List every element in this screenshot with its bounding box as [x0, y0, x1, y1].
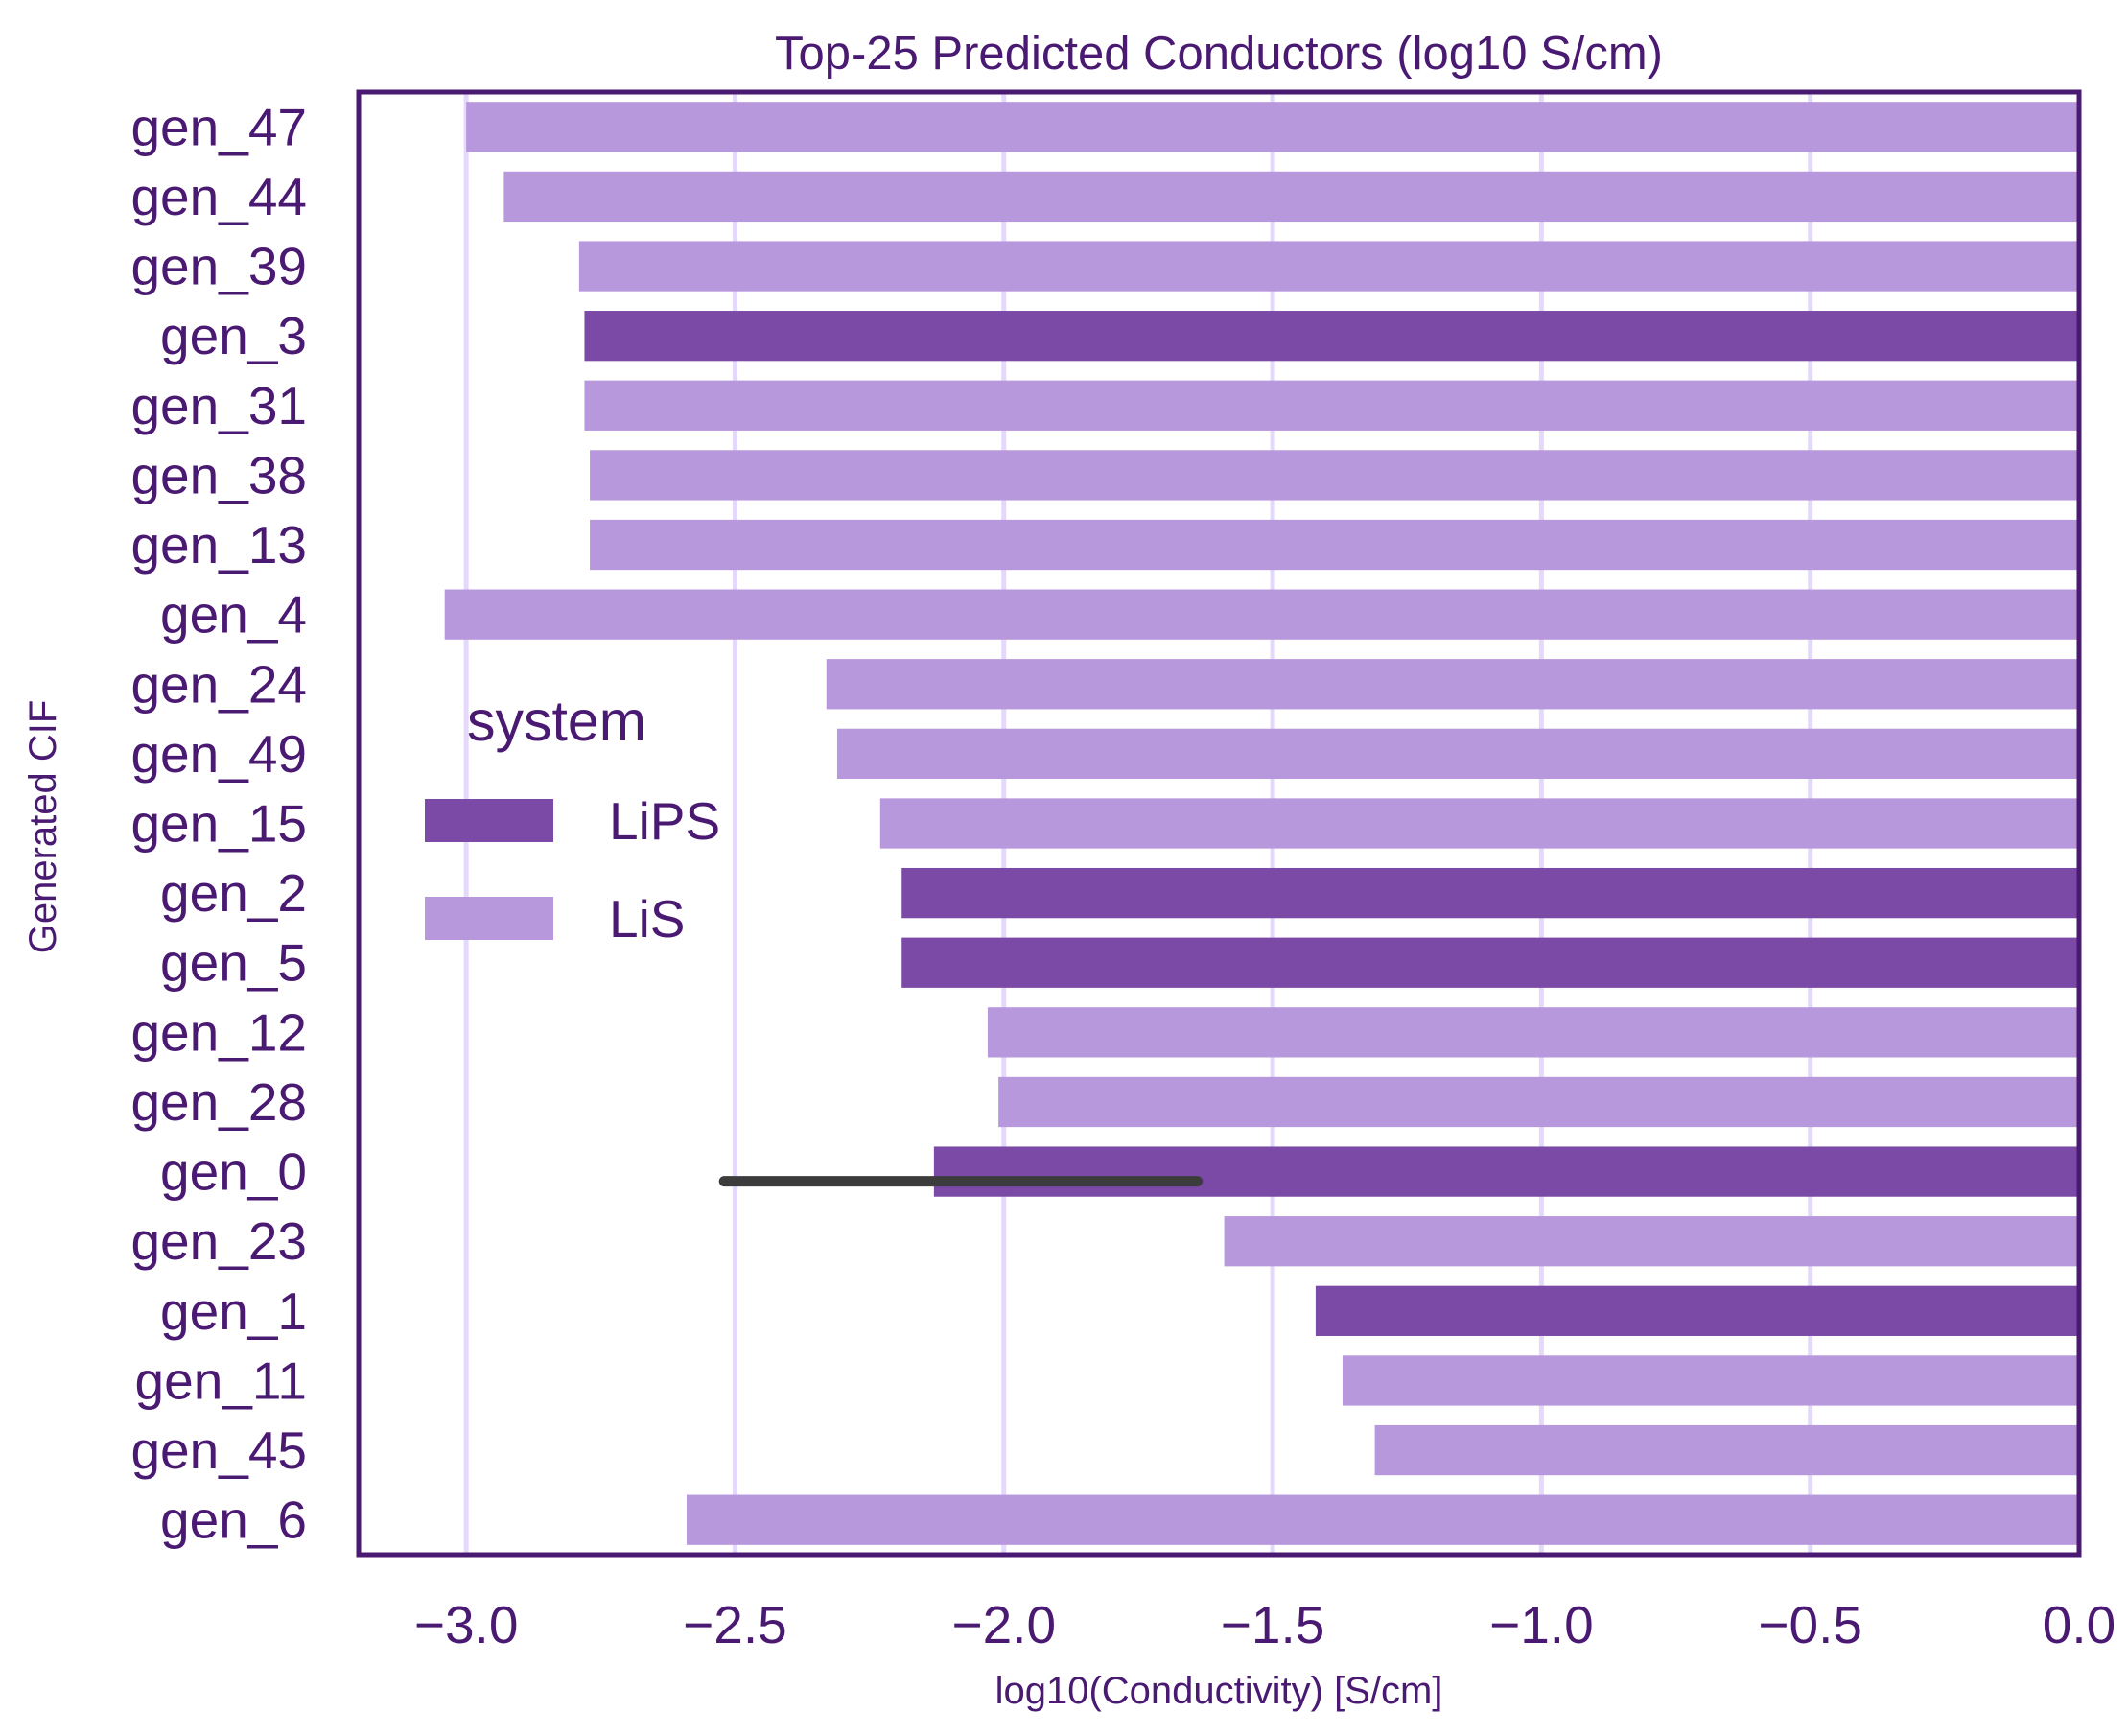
y-tick-label: gen_15	[130, 794, 307, 854]
y-tick-label: gen_49	[130, 724, 307, 784]
y-tick-label: gen_13	[130, 515, 307, 575]
y-tick-label: gen_11	[135, 1350, 307, 1410]
x-tick-label: −2.5	[683, 1595, 787, 1654]
y-tick-label: gen_12	[130, 1002, 307, 1062]
y-tick-label: gen_24	[130, 654, 307, 714]
bar-gen-15	[879, 798, 2079, 849]
bar-gen-5	[901, 937, 2080, 988]
bar-gen-12	[987, 1007, 2079, 1058]
plot-frame	[356, 89, 2082, 1558]
y-tick-label: gen_6	[160, 1490, 307, 1550]
y-tick-label: gen_2	[160, 863, 307, 923]
y-tick-label: gen_45	[130, 1420, 307, 1480]
y-tick-label: gen_5	[160, 933, 307, 993]
bar-gen-31	[584, 380, 2079, 431]
bar-gen-23	[1224, 1216, 2079, 1267]
x-tick-label: −1.5	[1221, 1595, 1325, 1654]
x-axis-label: log10(Conductivity) [S/cm]	[995, 1670, 1443, 1712]
bar-gen-28	[998, 1076, 2079, 1128]
bar-gen-38	[590, 450, 2079, 501]
x-tick-label: −3.0	[414, 1595, 519, 1654]
legend-swatch-lis	[425, 897, 553, 940]
y-tick-labels: gen_47 gen_44 gen_39 gen_3 gen_31 gen_38 gen_1…	[130, 97, 307, 1549]
bar-gen-13	[590, 519, 2079, 571]
x-tick-label: 0.0	[2043, 1595, 2116, 1654]
y-tick-label: gen_1	[160, 1281, 307, 1341]
bar-gen-24	[826, 659, 2079, 710]
y-axis-label: Generated CIF	[22, 700, 64, 954]
bar-gen-47	[466, 102, 2079, 152]
bar-gen-45	[1374, 1424, 2079, 1476]
bar-gen-6	[686, 1494, 2080, 1545]
y-tick-label: gen_31	[130, 376, 307, 435]
x-tick-label: −0.5	[1758, 1595, 1862, 1654]
bar-gen-4	[444, 589, 2080, 640]
bar-gen-0	[933, 1146, 2079, 1197]
y-tick-label: gen_28	[130, 1072, 307, 1132]
y-tick-label: gen_44	[130, 167, 307, 226]
bar-gen-44	[503, 171, 2079, 223]
y-tick-label: gen_38	[130, 445, 307, 504]
y-tick-label: gen_39	[130, 237, 307, 296]
legend-title: system	[467, 690, 646, 753]
bar-gen-11	[1342, 1355, 2079, 1406]
y-tick-label: gen_23	[130, 1211, 307, 1271]
bar-gen-3	[584, 311, 2079, 362]
legend-swatch-lips	[425, 799, 553, 842]
bar-gen-2	[901, 867, 2080, 919]
legend-label-lis: LiS	[609, 889, 686, 949]
bar-gen-49	[836, 728, 2079, 780]
bars	[444, 102, 2080, 1545]
legend: system LiPS LiS	[425, 690, 720, 949]
bar-gen-1	[1315, 1285, 2079, 1336]
y-tick-label: gen_3	[160, 306, 307, 365]
y-tick-label: gen_0	[160, 1142, 307, 1202]
bar-gen-39	[578, 241, 2080, 292]
legend-label-lips: LiPS	[609, 791, 720, 851]
y-tick-label: gen_4	[160, 585, 307, 645]
x-tick-label: −2.0	[951, 1595, 1056, 1654]
chart-title: Top-25 Predicted Conductors (log10 S/cm)	[775, 28, 1663, 80]
x-tick-labels: −3.0 −2.5 −2.0 −1.5 −1.0 −0.5 0.0	[414, 1595, 2116, 1654]
y-tick-label: gen_47	[130, 97, 307, 156]
x-tick-label: −1.0	[1489, 1595, 1594, 1654]
